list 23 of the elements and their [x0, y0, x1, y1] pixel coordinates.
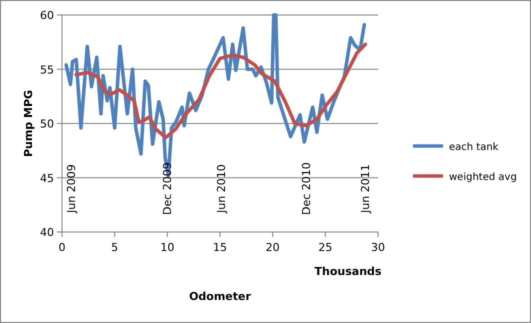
- x-tick-label: 30: [371, 241, 385, 254]
- x-tick-label: 25: [318, 241, 332, 254]
- x-tick-label: 5: [111, 241, 118, 254]
- x-tick-label: 20: [266, 241, 280, 254]
- y-tick-label: 40: [40, 226, 54, 239]
- annotation: Jun 2011: [359, 164, 372, 214]
- annotation: Dec 2010: [300, 162, 313, 215]
- y-tick-label: 55: [40, 63, 54, 76]
- x-axis-title: Odometer: [189, 290, 252, 303]
- annotation: Dec 2009: [161, 162, 174, 215]
- text: Thousands: [314, 265, 382, 278]
- annotation: Jun 2010: [215, 164, 228, 214]
- y-tick-label: 45: [40, 172, 54, 185]
- x-tick-label: 15: [213, 241, 227, 254]
- legend-label: each tank: [449, 142, 499, 153]
- x-tick-label: 0: [58, 241, 66, 254]
- annotation: Jun 2009: [65, 164, 78, 214]
- legend-label: weighted avg: [449, 172, 517, 183]
- y-tick-label: 60: [40, 9, 54, 22]
- x-tick-label: 10: [160, 241, 174, 254]
- y-tick-label: 50: [40, 118, 54, 130]
- line-series: [74, 42, 368, 140]
- y-axis-title: Pump MPG: [22, 90, 35, 158]
